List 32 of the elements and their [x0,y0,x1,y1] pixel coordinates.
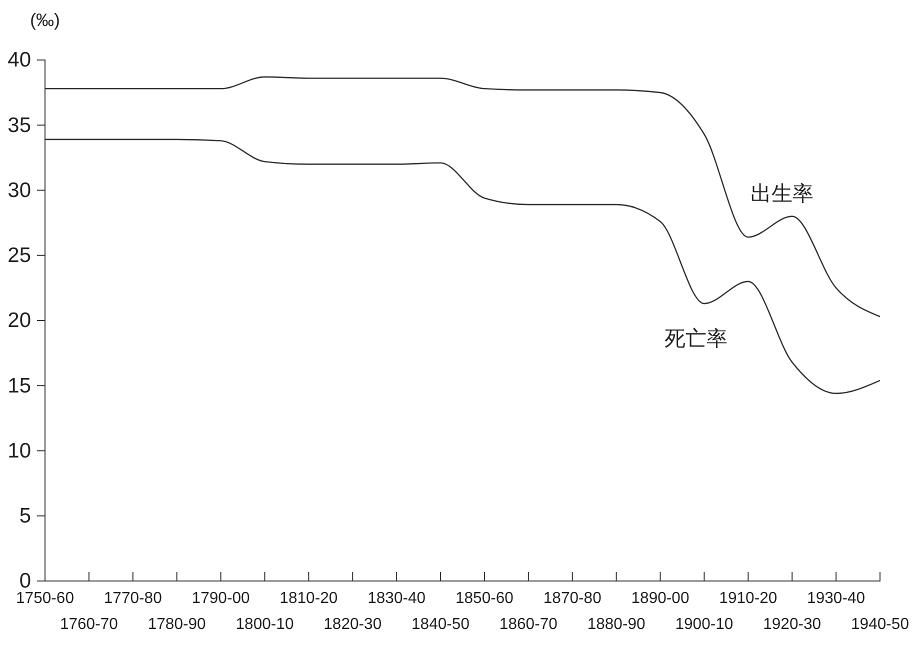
x-tick-label: 1890-00 [631,590,690,607]
y-tick-label: 35 [8,114,31,137]
x-tick-label: 1840-50 [412,616,470,633]
x-tick-label: 1920-30 [763,616,822,633]
y-tick-label: 15 [8,374,31,398]
y-tick-label: 5 [19,504,31,528]
x-tick-label: 1830-40 [368,590,426,607]
y-tick-label: 20 [8,309,31,332]
x-tick-label: 1910-20 [719,590,778,607]
x-tick-label: 1800-10 [236,616,294,633]
x-tick-label: 1940-50 [851,616,910,633]
x-tick-label: 1820-30 [324,616,382,633]
y-tick-label: 40 [8,48,31,72]
x-tick-label: 1750-60 [16,590,75,607]
x-tick-label: 1930-40 [807,590,866,607]
y-tick-label: 25 [8,244,31,268]
series-label: 死亡率 [664,328,728,351]
x-tick-label: 1860-70 [499,616,558,633]
x-tick-label: 1810-20 [280,590,338,607]
x-tick-label: 1870-80 [543,590,602,607]
y-tick-label: 0 [19,570,31,593]
x-tick-label: 1770-80 [104,590,163,607]
x-tick-label: 1760-70 [60,616,119,633]
x-tick-label: 1900-10 [675,616,734,633]
x-tick-label: 1790-00 [192,590,251,607]
x-tick-label: 1880-90 [587,616,646,633]
series-label: 出生率 [750,182,814,206]
y-axis-title: (‰) [30,10,60,30]
y-tick-label: 30 [8,178,31,202]
y-tick-label: 10 [8,439,31,462]
x-tick-label: 1850-60 [455,590,514,607]
x-tick-label: 1780-90 [148,616,207,633]
